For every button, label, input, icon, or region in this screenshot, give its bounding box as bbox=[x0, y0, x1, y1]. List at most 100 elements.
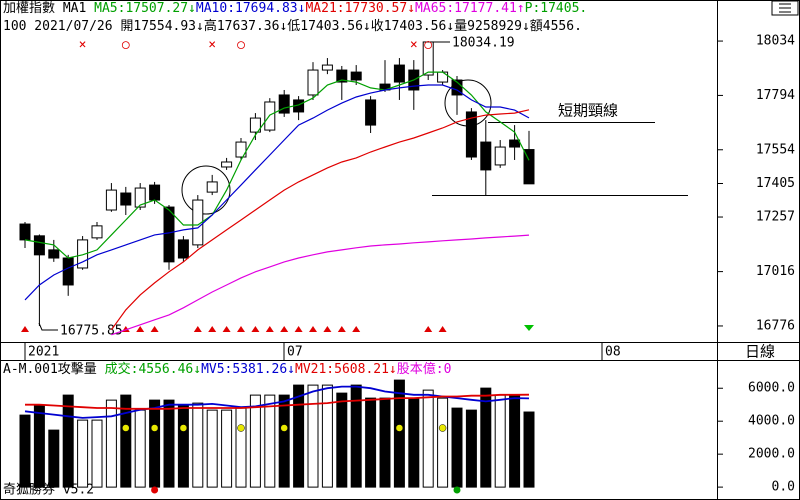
y-tick-label: 6000.0 bbox=[748, 381, 795, 396]
candle-body bbox=[509, 139, 521, 148]
signal-symbol: × bbox=[410, 38, 418, 53]
candle-body bbox=[278, 94, 290, 114]
volume-bar bbox=[293, 384, 305, 488]
volume-bar bbox=[163, 399, 175, 488]
volume-signal bbox=[237, 424, 245, 432]
volume-bar bbox=[33, 404, 45, 488]
volume-bar bbox=[177, 404, 189, 488]
candle-body bbox=[437, 71, 449, 83]
volume-bar bbox=[307, 384, 319, 488]
buy-signal bbox=[237, 326, 245, 332]
buy-signal bbox=[265, 326, 274, 332]
candle-body bbox=[321, 64, 333, 71]
y-tick-label: 2000.0 bbox=[748, 447, 795, 462]
candle-body bbox=[77, 239, 89, 269]
candle-body bbox=[451, 79, 463, 96]
y-tick-label: 17405 bbox=[756, 176, 795, 191]
buy-signal bbox=[208, 326, 217, 332]
candle-body bbox=[163, 206, 175, 263]
x-tick-label: 2021 bbox=[28, 345, 59, 360]
ma-line bbox=[24, 84, 530, 301]
candle-body bbox=[393, 64, 405, 83]
buy-signal bbox=[193, 326, 202, 332]
header-segment: 股本億:0 bbox=[396, 362, 452, 377]
ma-line bbox=[24, 71, 530, 259]
volume-signal bbox=[453, 486, 461, 494]
volume-bar bbox=[91, 419, 103, 488]
header-segment: MA65:17177.41↑ bbox=[415, 1, 525, 16]
candle-body bbox=[48, 249, 60, 259]
header-segment: A-M.001攻擊量 bbox=[3, 362, 105, 377]
buy-signal bbox=[294, 326, 303, 332]
signal-symbol: × bbox=[208, 38, 216, 53]
candle-body bbox=[177, 239, 189, 259]
candle-body bbox=[249, 117, 261, 133]
buy-signal bbox=[150, 326, 159, 332]
volume-bar bbox=[192, 402, 204, 488]
candle-body bbox=[221, 161, 233, 168]
volume-bar bbox=[437, 397, 449, 488]
y-tick-label: 0.0 bbox=[772, 480, 795, 495]
candle-body bbox=[365, 99, 377, 126]
candle-body bbox=[465, 111, 477, 158]
buy-signal bbox=[136, 326, 145, 332]
signal-symbol: ○ bbox=[122, 38, 130, 53]
volume-bar bbox=[249, 394, 261, 488]
x-tick-label: 07 bbox=[287, 345, 303, 360]
neckline-label: 短期頸線 bbox=[558, 102, 618, 120]
buy-signal bbox=[438, 326, 447, 332]
y-tick-label: 17257 bbox=[756, 210, 795, 225]
volume-bar bbox=[336, 392, 348, 488]
candle-body bbox=[307, 69, 319, 96]
volume-bar bbox=[321, 384, 333, 488]
volume-bar bbox=[19, 414, 31, 488]
volume-bar bbox=[393, 379, 405, 488]
volume-bar bbox=[422, 389, 434, 488]
candle-body bbox=[206, 181, 218, 193]
volume-signal bbox=[438, 424, 447, 432]
candle-body bbox=[149, 184, 161, 201]
buy-signal bbox=[222, 326, 231, 332]
volume-bar bbox=[451, 407, 463, 488]
signal-symbol: × bbox=[79, 38, 87, 53]
volume-bar bbox=[480, 387, 492, 488]
volume-bar bbox=[465, 409, 477, 488]
buy-signal bbox=[21, 326, 29, 332]
header-line: 100 2021/07/26 開17554.93↓高17637.36↓低1740… bbox=[3, 19, 582, 34]
volume-bar bbox=[134, 409, 146, 488]
header-segment: MV21:5608.21↓ bbox=[295, 362, 397, 377]
volume-bar bbox=[206, 409, 218, 488]
volume-bar bbox=[379, 397, 391, 488]
sell-signal bbox=[524, 325, 534, 331]
volume-bar bbox=[235, 407, 247, 488]
volume-header: A-M.001攻擊量 成交:4556.46↓MV5:5381.26↓MV21:5… bbox=[3, 361, 715, 378]
buy-signal bbox=[323, 326, 332, 332]
high-annotation: 18034.19 bbox=[452, 36, 515, 51]
volume-bar bbox=[62, 394, 74, 488]
header-segment: 加權指數 MA1 bbox=[3, 1, 95, 16]
header-segment: MA5:17507.27↓ bbox=[94, 1, 196, 16]
y-tick-label: 17554 bbox=[756, 142, 795, 157]
volume-bar bbox=[408, 397, 420, 488]
header-segment: MA21:17730.57↓ bbox=[305, 1, 416, 16]
volume-bar bbox=[509, 394, 521, 488]
y-tick-label: 17794 bbox=[756, 88, 795, 103]
candle-body bbox=[494, 146, 506, 166]
volume-bar bbox=[105, 399, 117, 488]
ma-line bbox=[110, 109, 530, 331]
buy-signal bbox=[309, 326, 317, 332]
highlight-circle bbox=[181, 165, 231, 215]
candle-body bbox=[120, 192, 132, 206]
candle-body bbox=[235, 141, 247, 158]
volume-bar bbox=[149, 399, 161, 488]
volume-bar bbox=[221, 409, 233, 488]
header-segment: 成交:4556.46↓ bbox=[104, 362, 202, 377]
period-label: 日線 bbox=[745, 343, 775, 361]
buy-signal bbox=[251, 326, 260, 332]
volume-signal bbox=[280, 424, 288, 432]
y-tick-label: 17016 bbox=[756, 264, 795, 279]
candle-body bbox=[192, 199, 204, 246]
y-tick-label: 4000.0 bbox=[748, 414, 795, 429]
x-tick-label: 08 bbox=[605, 345, 621, 360]
